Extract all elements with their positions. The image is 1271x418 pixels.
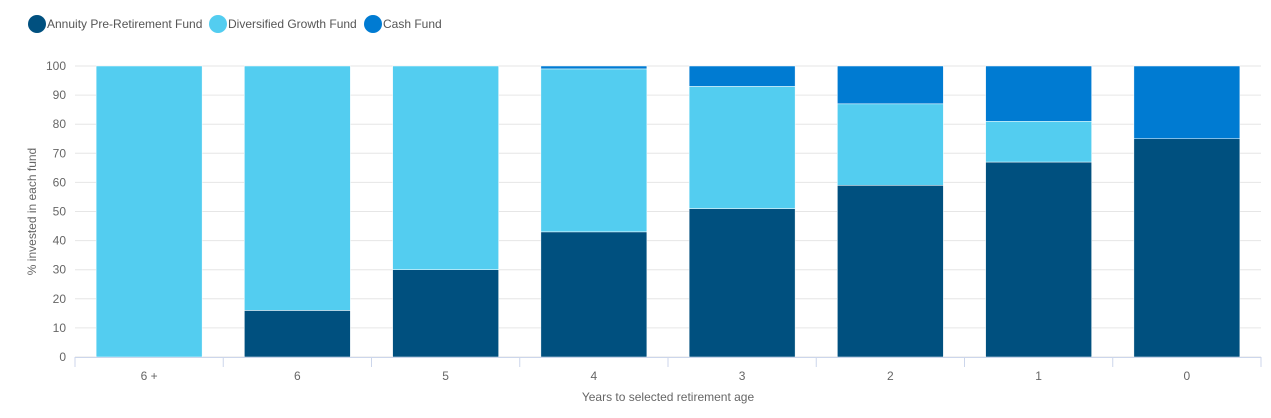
- bar-1-5[interactable]: [837, 103, 944, 186]
- y-tick-label: 0: [59, 350, 66, 364]
- y-tick-label: 10: [53, 321, 67, 335]
- bar-0-4[interactable]: [688, 208, 796, 358]
- bar-0-2[interactable]: [392, 269, 499, 358]
- y-axis-ticks: 0 10 20 30 40 50 60 70 80 90 100: [46, 59, 66, 364]
- legend-marker-2[interactable]: [364, 15, 382, 33]
- bar-0-1[interactable]: [244, 310, 351, 358]
- bar-1-4[interactable]: [688, 86, 796, 209]
- chart-legend: Annuity Pre-Retirement Fund Diversified G…: [28, 15, 442, 33]
- legend-label-1[interactable]: Diversified Growth Fund: [228, 17, 357, 31]
- y-tick-label: 40: [53, 234, 67, 248]
- legend-marker-0[interactable]: [28, 15, 46, 33]
- bars: [95, 65, 1241, 358]
- bar-1-3[interactable]: [540, 68, 648, 233]
- y-axis-label: % invested in each fund: [25, 148, 39, 275]
- bar-2-7[interactable]: [1133, 65, 1241, 139]
- y-tick-label: 70: [53, 146, 67, 160]
- y-tick-label: 80: [53, 117, 67, 131]
- x-tick-label: 6: [294, 369, 301, 383]
- y-tick-label: 90: [53, 88, 67, 102]
- bar-1-0[interactable]: [95, 65, 203, 358]
- x-tick-label: 6 +: [141, 369, 158, 383]
- x-tick-label: 3: [739, 369, 746, 383]
- bar-1-2[interactable]: [392, 65, 499, 270]
- x-tick-label: 4: [591, 369, 598, 383]
- bar-2-4[interactable]: [688, 65, 796, 87]
- legend-label-2[interactable]: Cash Fund: [383, 17, 442, 31]
- x-tick-label: 0: [1184, 369, 1191, 383]
- bar-0-5[interactable]: [837, 185, 944, 358]
- y-tick-label: 50: [53, 205, 67, 219]
- y-tick-label: 20: [53, 292, 67, 306]
- y-tick-label: 30: [53, 263, 67, 277]
- bar-2-3[interactable]: [540, 65, 648, 70]
- legend-label-0[interactable]: Annuity Pre-Retirement Fund: [47, 17, 202, 31]
- x-axis-ticks: 6 + 6 5 4 3 2 1 0: [74, 357, 1262, 383]
- bar-0-6[interactable]: [985, 161, 1092, 358]
- x-tick-label: 2: [887, 369, 894, 383]
- bar-1-6[interactable]: [985, 121, 1092, 163]
- y-tick-label: 100: [46, 59, 66, 73]
- bar-2-5[interactable]: [837, 65, 944, 105]
- bar-0-3[interactable]: [540, 231, 648, 358]
- bar-2-6[interactable]: [985, 65, 1092, 122]
- x-tick-label: 1: [1035, 369, 1042, 383]
- x-tick-label: 5: [442, 369, 449, 383]
- bar-1-1[interactable]: [244, 65, 351, 311]
- bar-0-7[interactable]: [1133, 138, 1241, 358]
- legend-marker-1[interactable]: [209, 15, 227, 33]
- x-axis-label: Years to selected retirement age: [582, 390, 755, 404]
- y-tick-label: 60: [53, 175, 67, 189]
